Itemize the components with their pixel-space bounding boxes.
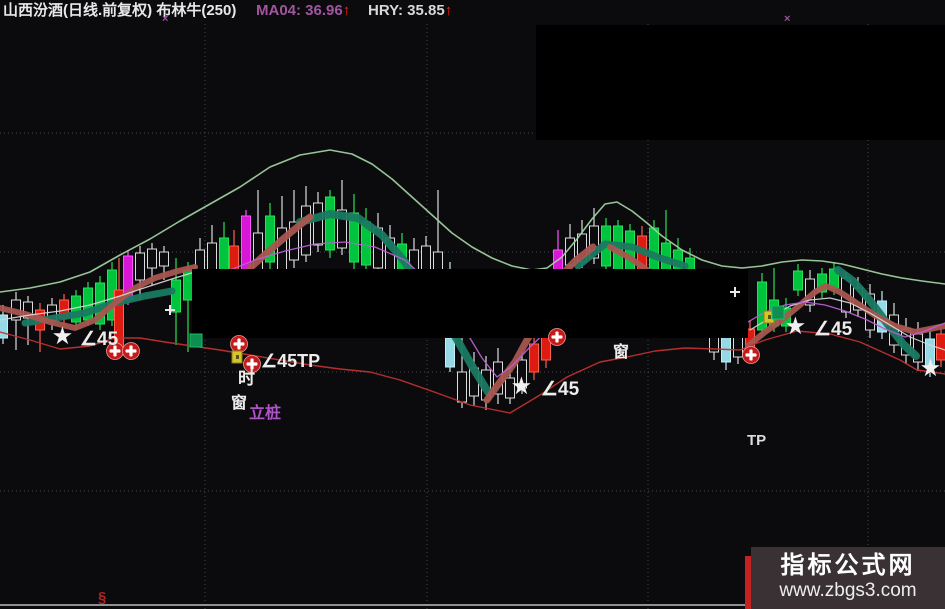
candle-body: [793, 270, 803, 291]
candle-body: [159, 251, 169, 267]
censor-bar: [192, 269, 748, 338]
candle-body: [349, 212, 359, 263]
watermark-red-stripe: [745, 556, 751, 609]
candle-body: [265, 215, 275, 263]
hry-up-arrow-icon: ↑: [444, 2, 453, 19]
candle-body: [505, 377, 515, 399]
white-ma-1: [0, 271, 196, 321]
coin-cross-icon: [745, 353, 757, 357]
bottom-divider: [0, 604, 746, 606]
candle-body: [529, 343, 539, 373]
blank-black-region: [536, 25, 945, 140]
candle-body: [337, 209, 347, 249]
maroon-ribbon-5: [745, 283, 945, 349]
green-box-marker: [189, 333, 203, 348]
lower-band-red: [0, 330, 945, 414]
candle-body: [925, 338, 935, 369]
maroon-ribbon-1: [0, 264, 198, 331]
watermark: 指标公式网 www.zbgs3.com: [751, 547, 945, 609]
ma-value: MA04: 36.96↑: [256, 1, 350, 21]
coin-cross-icon: [233, 342, 245, 346]
candle-body: [313, 202, 323, 246]
yellow-tag-notch: [768, 315, 771, 319]
candle-body: [301, 205, 311, 256]
candle-body: [289, 221, 299, 261]
coin-cross-icon: [246, 362, 258, 366]
teal-ribbon-4: [834, 266, 920, 360]
coin-cross-icon: [551, 335, 563, 339]
watermark-site-url: www.zbgs3.com: [779, 579, 917, 601]
chart-title: 山西汾酒(日线.前复权) 布林牛(250): [3, 2, 237, 19]
green-box-marker: [771, 305, 785, 320]
hry-value: HRY: 35.85↑: [368, 1, 452, 21]
candle-body: [147, 248, 157, 269]
coin-cross-icon: [109, 349, 121, 353]
candle-body: [0, 314, 8, 339]
yellow-tag-notch: [236, 355, 239, 359]
teal-ribbon-3: [574, 240, 689, 270]
candle-body: [457, 371, 467, 403]
ma-up-arrow-icon: ↑: [342, 2, 351, 19]
candle-body: [445, 337, 455, 368]
candle-body: [589, 225, 599, 259]
ma-label: MA04: 36.96: [256, 2, 343, 19]
candle-body: [325, 196, 335, 251]
candle-body: [135, 252, 145, 281]
teal-ribbon-1: [21, 287, 176, 327]
coin-cross-icon: [125, 349, 137, 353]
candle-body: [817, 273, 827, 293]
watermark-site-name: 指标公式网: [780, 552, 916, 580]
candle-body: [171, 279, 181, 313]
candle-body: [757, 281, 767, 331]
upper-band-green: [0, 149, 945, 293]
candle-body: [649, 227, 659, 271]
hry-label: HRY: 35.85: [368, 2, 445, 19]
candle-body: [517, 359, 527, 389]
